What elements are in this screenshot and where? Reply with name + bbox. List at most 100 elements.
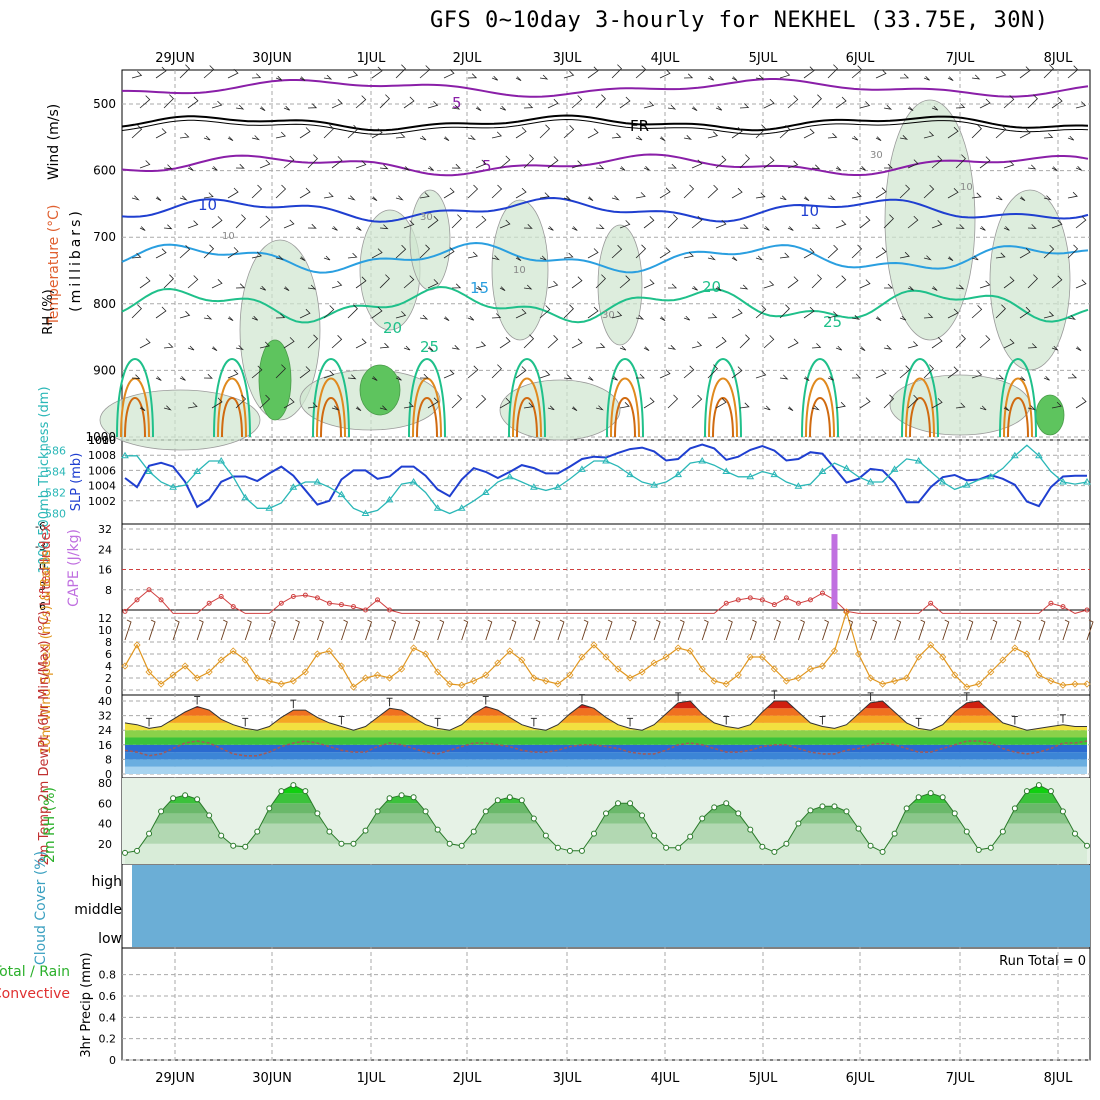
rh-point — [699, 815, 706, 822]
wind-tick: 8 — [105, 636, 112, 649]
slp-tick: 1006 — [88, 464, 116, 477]
wind-barb — [931, 220, 943, 229]
wind-barb — [595, 343, 606, 349]
temp-bands — [125, 701, 1087, 774]
wind-barb — [979, 280, 991, 289]
wind-speed-point — [470, 677, 478, 685]
wind-barb — [355, 406, 362, 412]
wind-barb — [1067, 135, 1075, 141]
wind-barb — [203, 314, 213, 320]
wind-barb — [571, 406, 578, 412]
wind-barb — [739, 154, 750, 169]
wind-barb — [611, 376, 618, 381]
wind-barb — [187, 166, 194, 171]
wind-barb-10m — [437, 619, 445, 641]
wind-barb — [683, 315, 691, 321]
wind-barb — [779, 374, 789, 380]
wind-barb — [803, 376, 810, 381]
wind-barb — [707, 255, 716, 261]
thickness-point — [265, 504, 274, 511]
wind-barb — [323, 305, 335, 319]
wind-barb — [491, 131, 502, 139]
rh-point — [170, 795, 177, 802]
temp-tick: 16 — [98, 739, 112, 752]
pressure-tick: 800 — [93, 297, 116, 311]
wind-barb — [835, 345, 843, 351]
wind-barb — [851, 192, 862, 199]
wind-barb — [179, 245, 191, 259]
wind-barb — [683, 73, 694, 79]
wind-barb — [499, 219, 511, 229]
thickness-point — [1035, 451, 1043, 459]
wind-barb — [259, 341, 270, 349]
wind-barb — [379, 94, 390, 109]
lifted-index-point — [747, 595, 753, 601]
wind-barb — [131, 195, 140, 201]
wind-barb — [1043, 376, 1050, 381]
wind-barb — [539, 124, 551, 139]
wind-speed-point — [987, 668, 995, 676]
surface-temp-loop — [901, 358, 939, 438]
wind-barb — [635, 314, 645, 320]
wind-barb — [419, 65, 431, 79]
wind-barb — [739, 334, 750, 349]
wind-barb — [1019, 66, 1031, 79]
wind-barb — [683, 184, 695, 199]
wind-barb — [755, 74, 765, 80]
wind-barb — [667, 214, 678, 229]
precip-ylabel: 3hr Precip (mm) — [79, 952, 94, 1057]
wind-barb — [955, 103, 966, 109]
temp-band — [125, 708, 1087, 716]
li-tick: -6 — [35, 520, 46, 533]
wind-barb — [451, 394, 463, 409]
rh-point — [326, 828, 333, 835]
contour-label: 10 — [513, 265, 526, 276]
temp-max-bar — [530, 717, 537, 727]
wind-barb — [643, 101, 655, 109]
temp-band — [125, 766, 1087, 774]
wind-barb — [659, 136, 666, 141]
lifted-index-point — [278, 600, 284, 606]
wind-barb — [491, 255, 500, 261]
wind-barb — [515, 127, 527, 139]
wind-barb — [187, 96, 199, 109]
cape-tick: 32 — [98, 523, 112, 536]
wind-speed-point — [121, 662, 129, 670]
rh-point — [795, 820, 802, 827]
wind-barb — [331, 280, 343, 289]
wind-speed-point — [602, 653, 610, 661]
wind-barb — [619, 166, 626, 171]
wind-barb — [155, 128, 167, 139]
li-tick: 3 — [39, 580, 46, 593]
wind-barb — [715, 105, 723, 111]
wind-barb — [1043, 133, 1054, 139]
wind-barb — [227, 187, 239, 199]
wind-barb-10m — [557, 619, 565, 641]
thickness-point — [602, 457, 610, 464]
rh-point — [735, 810, 742, 817]
wind-barb — [443, 136, 450, 141]
wind-barb — [1003, 95, 1015, 109]
thickness-point — [169, 483, 177, 490]
lifted-index-point — [723, 600, 729, 606]
wind-barb — [403, 402, 414, 409]
wind-barb — [547, 98, 559, 109]
wind-speed-point — [217, 656, 225, 664]
wind-barb — [1075, 279, 1087, 289]
wind-barb — [419, 373, 429, 379]
wind-speed-point — [494, 659, 502, 667]
wind-barb — [1051, 401, 1062, 409]
temp-band — [125, 715, 1087, 723]
wind-barb — [539, 370, 551, 379]
wind-barb — [523, 284, 533, 290]
wind-barb-10m — [1014, 619, 1022, 641]
wind-barb-10m — [918, 619, 926, 641]
wind-barb — [547, 335, 559, 349]
precip-tick: 0.4 — [99, 1011, 117, 1024]
lifted-index-point — [795, 600, 801, 606]
wind-barb — [643, 166, 650, 171]
rh-point — [254, 828, 261, 835]
wind-barb — [883, 394, 895, 409]
wind-barb — [1067, 315, 1077, 320]
wind-barb-10m — [268, 619, 276, 641]
